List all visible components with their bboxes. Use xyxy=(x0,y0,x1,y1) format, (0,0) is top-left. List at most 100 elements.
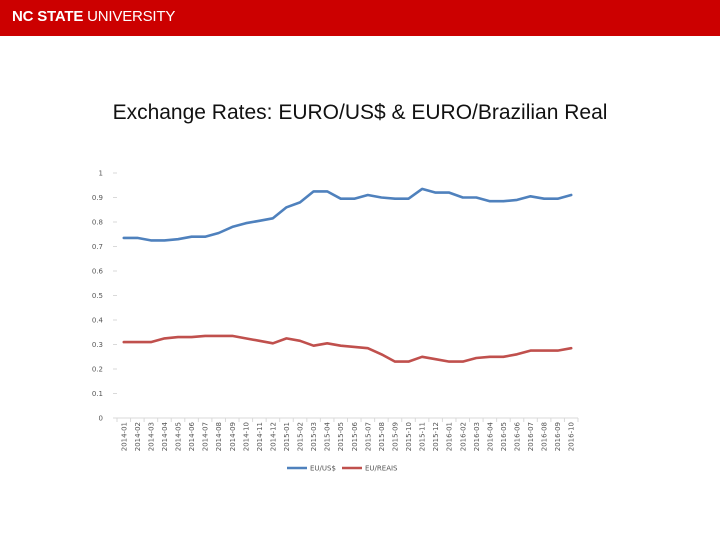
x-tick-label: 2016-08 xyxy=(541,422,549,451)
data-point xyxy=(326,342,329,345)
data-point xyxy=(407,197,410,200)
y-tick-label: 0.2 xyxy=(92,366,103,374)
y-tick-label: 0.5 xyxy=(92,292,103,300)
data-point xyxy=(475,357,478,359)
data-point xyxy=(299,339,301,342)
x-tick-label: 2015-02 xyxy=(297,422,305,451)
data-point xyxy=(231,226,234,228)
y-tick-label: 0 xyxy=(99,415,103,423)
data-point xyxy=(177,238,179,241)
data-point xyxy=(122,237,125,239)
data-point xyxy=(475,196,478,199)
x-tick-label: 2015-07 xyxy=(364,422,372,451)
data-point xyxy=(570,194,573,196)
data-point xyxy=(177,336,179,339)
x-tick-label: 2014-08 xyxy=(215,422,223,451)
data-point xyxy=(529,349,532,352)
data-point xyxy=(488,200,491,203)
data-point xyxy=(163,239,166,242)
x-tick-label: 2014-05 xyxy=(175,422,183,451)
data-point xyxy=(231,335,234,337)
x-tick-label: 2014-04 xyxy=(161,421,169,451)
data-point xyxy=(285,337,288,340)
data-point xyxy=(516,199,518,201)
data-point xyxy=(529,195,532,198)
x-tick-label: 2015-09 xyxy=(391,422,399,451)
y-tick-label: 0.8 xyxy=(92,219,103,227)
x-tick-label: 2016-01 xyxy=(446,422,454,451)
data-point xyxy=(258,219,261,222)
chart-title: Exchange Rates: EURO/US$ & EURO/Brazilia… xyxy=(112,101,608,124)
data-point xyxy=(204,335,207,337)
data-point xyxy=(312,344,315,347)
x-tick-label: 2016-10 xyxy=(568,422,576,451)
data-point xyxy=(421,188,423,190)
x-tick-label: 2016-06 xyxy=(513,421,521,451)
data-point xyxy=(258,339,261,342)
data-point xyxy=(149,341,152,343)
logo-rest: UNIVERSITY xyxy=(83,8,176,25)
x-tick-label: 2014-02 xyxy=(134,422,142,451)
data-point xyxy=(394,197,396,200)
x-tick-label: 2015-08 xyxy=(378,422,386,451)
data-point xyxy=(149,239,152,242)
data-point xyxy=(502,200,505,203)
data-point xyxy=(136,237,139,239)
data-point xyxy=(461,360,464,363)
data-point xyxy=(366,194,369,196)
data-point xyxy=(407,360,410,363)
data-point xyxy=(488,355,491,358)
x-tick-label: 2016-02 xyxy=(459,422,467,451)
data-point xyxy=(570,347,573,350)
data-point xyxy=(244,222,247,225)
data-point xyxy=(543,197,546,200)
data-point xyxy=(502,355,505,358)
x-tick-label: 2015-05 xyxy=(337,422,345,451)
data-point xyxy=(448,191,451,194)
data-point xyxy=(217,232,220,234)
data-point xyxy=(448,360,451,363)
data-point xyxy=(543,349,546,352)
x-tick-label: 2016-03 xyxy=(473,422,481,451)
series-line-1 xyxy=(122,334,573,363)
data-point xyxy=(421,355,423,358)
data-point xyxy=(204,235,207,238)
data-point xyxy=(190,235,193,238)
x-tick-label: 2015-03 xyxy=(310,422,318,451)
x-tick-label: 2014-09 xyxy=(229,422,237,451)
x-tick-label: 2015-12 xyxy=(432,422,440,451)
data-point xyxy=(434,191,437,194)
data-point xyxy=(339,197,342,200)
x-tick-label: 2016-09 xyxy=(554,422,562,451)
data-point xyxy=(122,341,125,343)
x-tick-label: 2014-01 xyxy=(120,422,128,451)
data-point xyxy=(394,360,396,363)
data-point xyxy=(312,190,315,193)
x-tick-label: 2014-07 xyxy=(202,422,210,451)
data-point xyxy=(380,353,383,356)
data-point xyxy=(461,196,464,199)
x-tick-label: 2015-01 xyxy=(283,422,291,451)
data-point xyxy=(299,201,301,204)
data-point xyxy=(285,206,288,209)
data-point xyxy=(217,335,220,337)
data-point xyxy=(516,353,518,356)
legend-label-1: EU/REAIS xyxy=(365,465,398,473)
data-point xyxy=(366,347,369,350)
x-tick-label: 2016-05 xyxy=(500,422,508,451)
university-logo[interactable]: NC STATE UNIVERSITY xyxy=(12,8,175,25)
x-tick-label: 2014-10 xyxy=(242,422,250,451)
y-tick-label: 0.3 xyxy=(92,341,103,349)
data-point xyxy=(272,217,274,220)
data-point xyxy=(136,341,139,343)
data-point xyxy=(339,344,342,347)
logo-bold: NC STATE xyxy=(12,8,84,25)
x-tick-label: 2015-10 xyxy=(405,422,413,451)
x-tick-label: 2015-04 xyxy=(324,421,332,451)
data-point xyxy=(353,346,356,348)
x-tick-label: 2014-11 xyxy=(256,422,264,451)
data-point xyxy=(272,342,274,345)
series-line-0 xyxy=(122,187,573,242)
header-bar: NC STATE UNIVERSITY xyxy=(0,0,720,36)
